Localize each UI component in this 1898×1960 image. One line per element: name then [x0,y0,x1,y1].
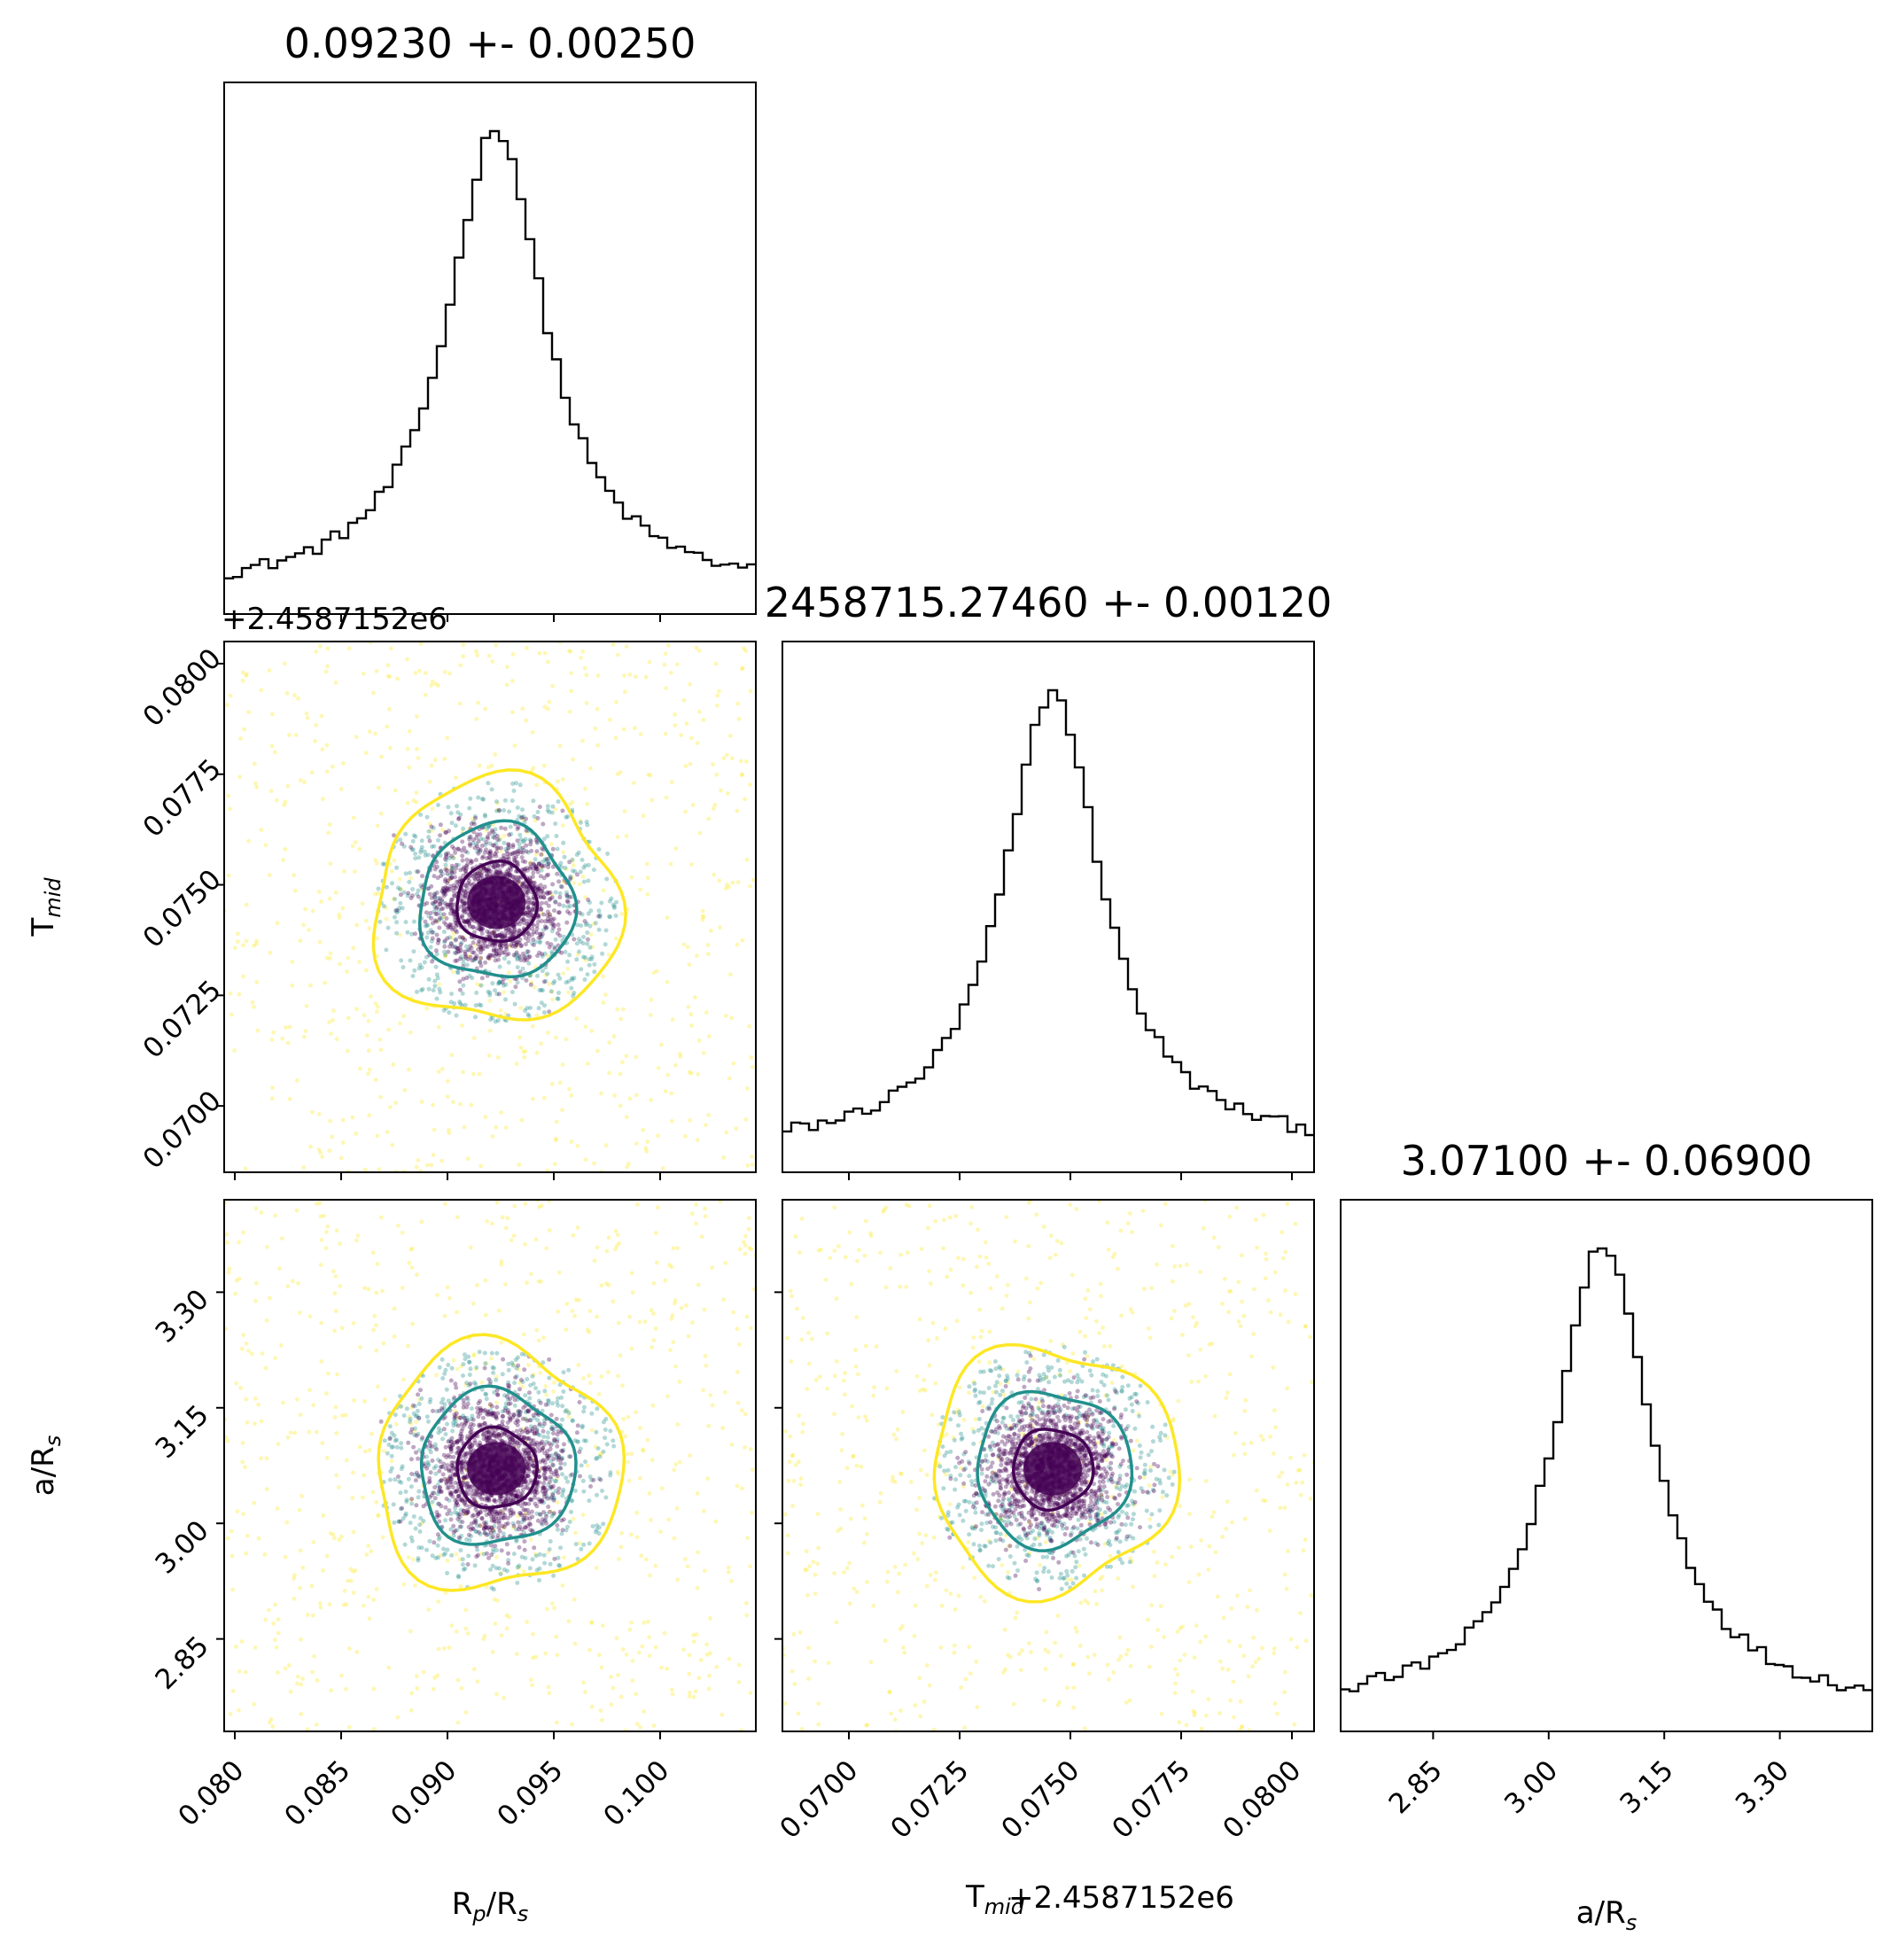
x-tick-label: 0.0750 [995,1754,1085,1845]
x-tick-label: 0.080 [172,1754,250,1832]
axes-frame [782,641,1315,1173]
x-tick-label: 0.100 [597,1754,675,1832]
x-axis-label-a-rs: a/Rs [1576,1895,1637,1935]
y-tick-label: 2.85 [150,1630,215,1696]
contour-inner [455,859,540,943]
panel-title: 3.07100 +- 0.06900 [1401,1137,1813,1185]
x-tick-label: 0.090 [385,1754,463,1832]
axes-frame [1340,1199,1873,1732]
y-tick-label: 0.0750 [137,864,228,954]
y-tick-label: 0.0775 [137,753,228,844]
x-tick-label: 0.0800 [1217,1754,1307,1845]
histogram-steps [1341,1247,1872,1692]
x-tick-label: 3.30 [1730,1754,1795,1820]
y-tick-label: 0.0800 [137,642,228,733]
histogram-steps [782,688,1314,1137]
y-tick-label: 0.0725 [137,974,228,1064]
axes-frame [223,82,757,615]
scatter-1-0 [224,642,756,1172]
x-axis-label-rp-rs: Rp/Rs [452,1886,528,1926]
y-offset-text: +2.4587152e6 [222,602,447,637]
contour-inner [1012,1427,1095,1513]
x-offset-text: +2.4587152e6 [1008,1880,1234,1916]
panel-title: 2458715.27460 +- 0.00120 [765,579,1332,626]
y-tick-label: 3.00 [150,1514,215,1580]
panel-title: 0.09230 +- 0.00250 [284,19,696,67]
y-tick-label: 3.30 [150,1283,215,1349]
x-tick-label: 0.095 [491,1754,569,1832]
axes-frame [782,1199,1315,1732]
contour-mid [417,819,579,979]
x-tick-label: 0.085 [278,1754,356,1832]
y-tick-label: 3.15 [150,1399,215,1465]
x-tick-label: 3.00 [1498,1754,1564,1820]
histogram-steps [224,129,756,579]
scatter-2-1 [782,1200,1314,1731]
y-axis-label-a-rs: a/Rs [26,1435,66,1496]
x-tick-label: 2.85 [1383,1754,1449,1820]
contour-mid [419,1384,578,1546]
y-tick-label: 0.0700 [137,1085,228,1175]
histogram-ars: 3.07100 +- 0.06900 [1340,1137,1873,1732]
x-tick-label: 0.0725 [884,1754,975,1845]
scatter-2-0 [224,1200,756,1731]
x-tick-label: 3.15 [1614,1754,1679,1820]
contour-inner [455,1425,539,1510]
axes-frame [223,641,757,1173]
histogram-tmid: 2458715.27460 +- 0.00120 [765,579,1332,1173]
x-tick-label: 0.0700 [774,1754,864,1845]
x-tick-label: 0.0775 [1106,1754,1196,1845]
x-axis-label-tmid: Tmid [965,1879,1025,1919]
contour-outer [377,1333,626,1592]
y-axis-label-tmid: Tmid [26,877,66,937]
axes-frame [223,1199,757,1732]
contour-outer [371,768,627,1022]
contour-outer [932,1342,1182,1604]
contour-mid [976,1389,1134,1552]
histogram-rprs: 0.09230 +- 0.00250 [223,19,757,615]
